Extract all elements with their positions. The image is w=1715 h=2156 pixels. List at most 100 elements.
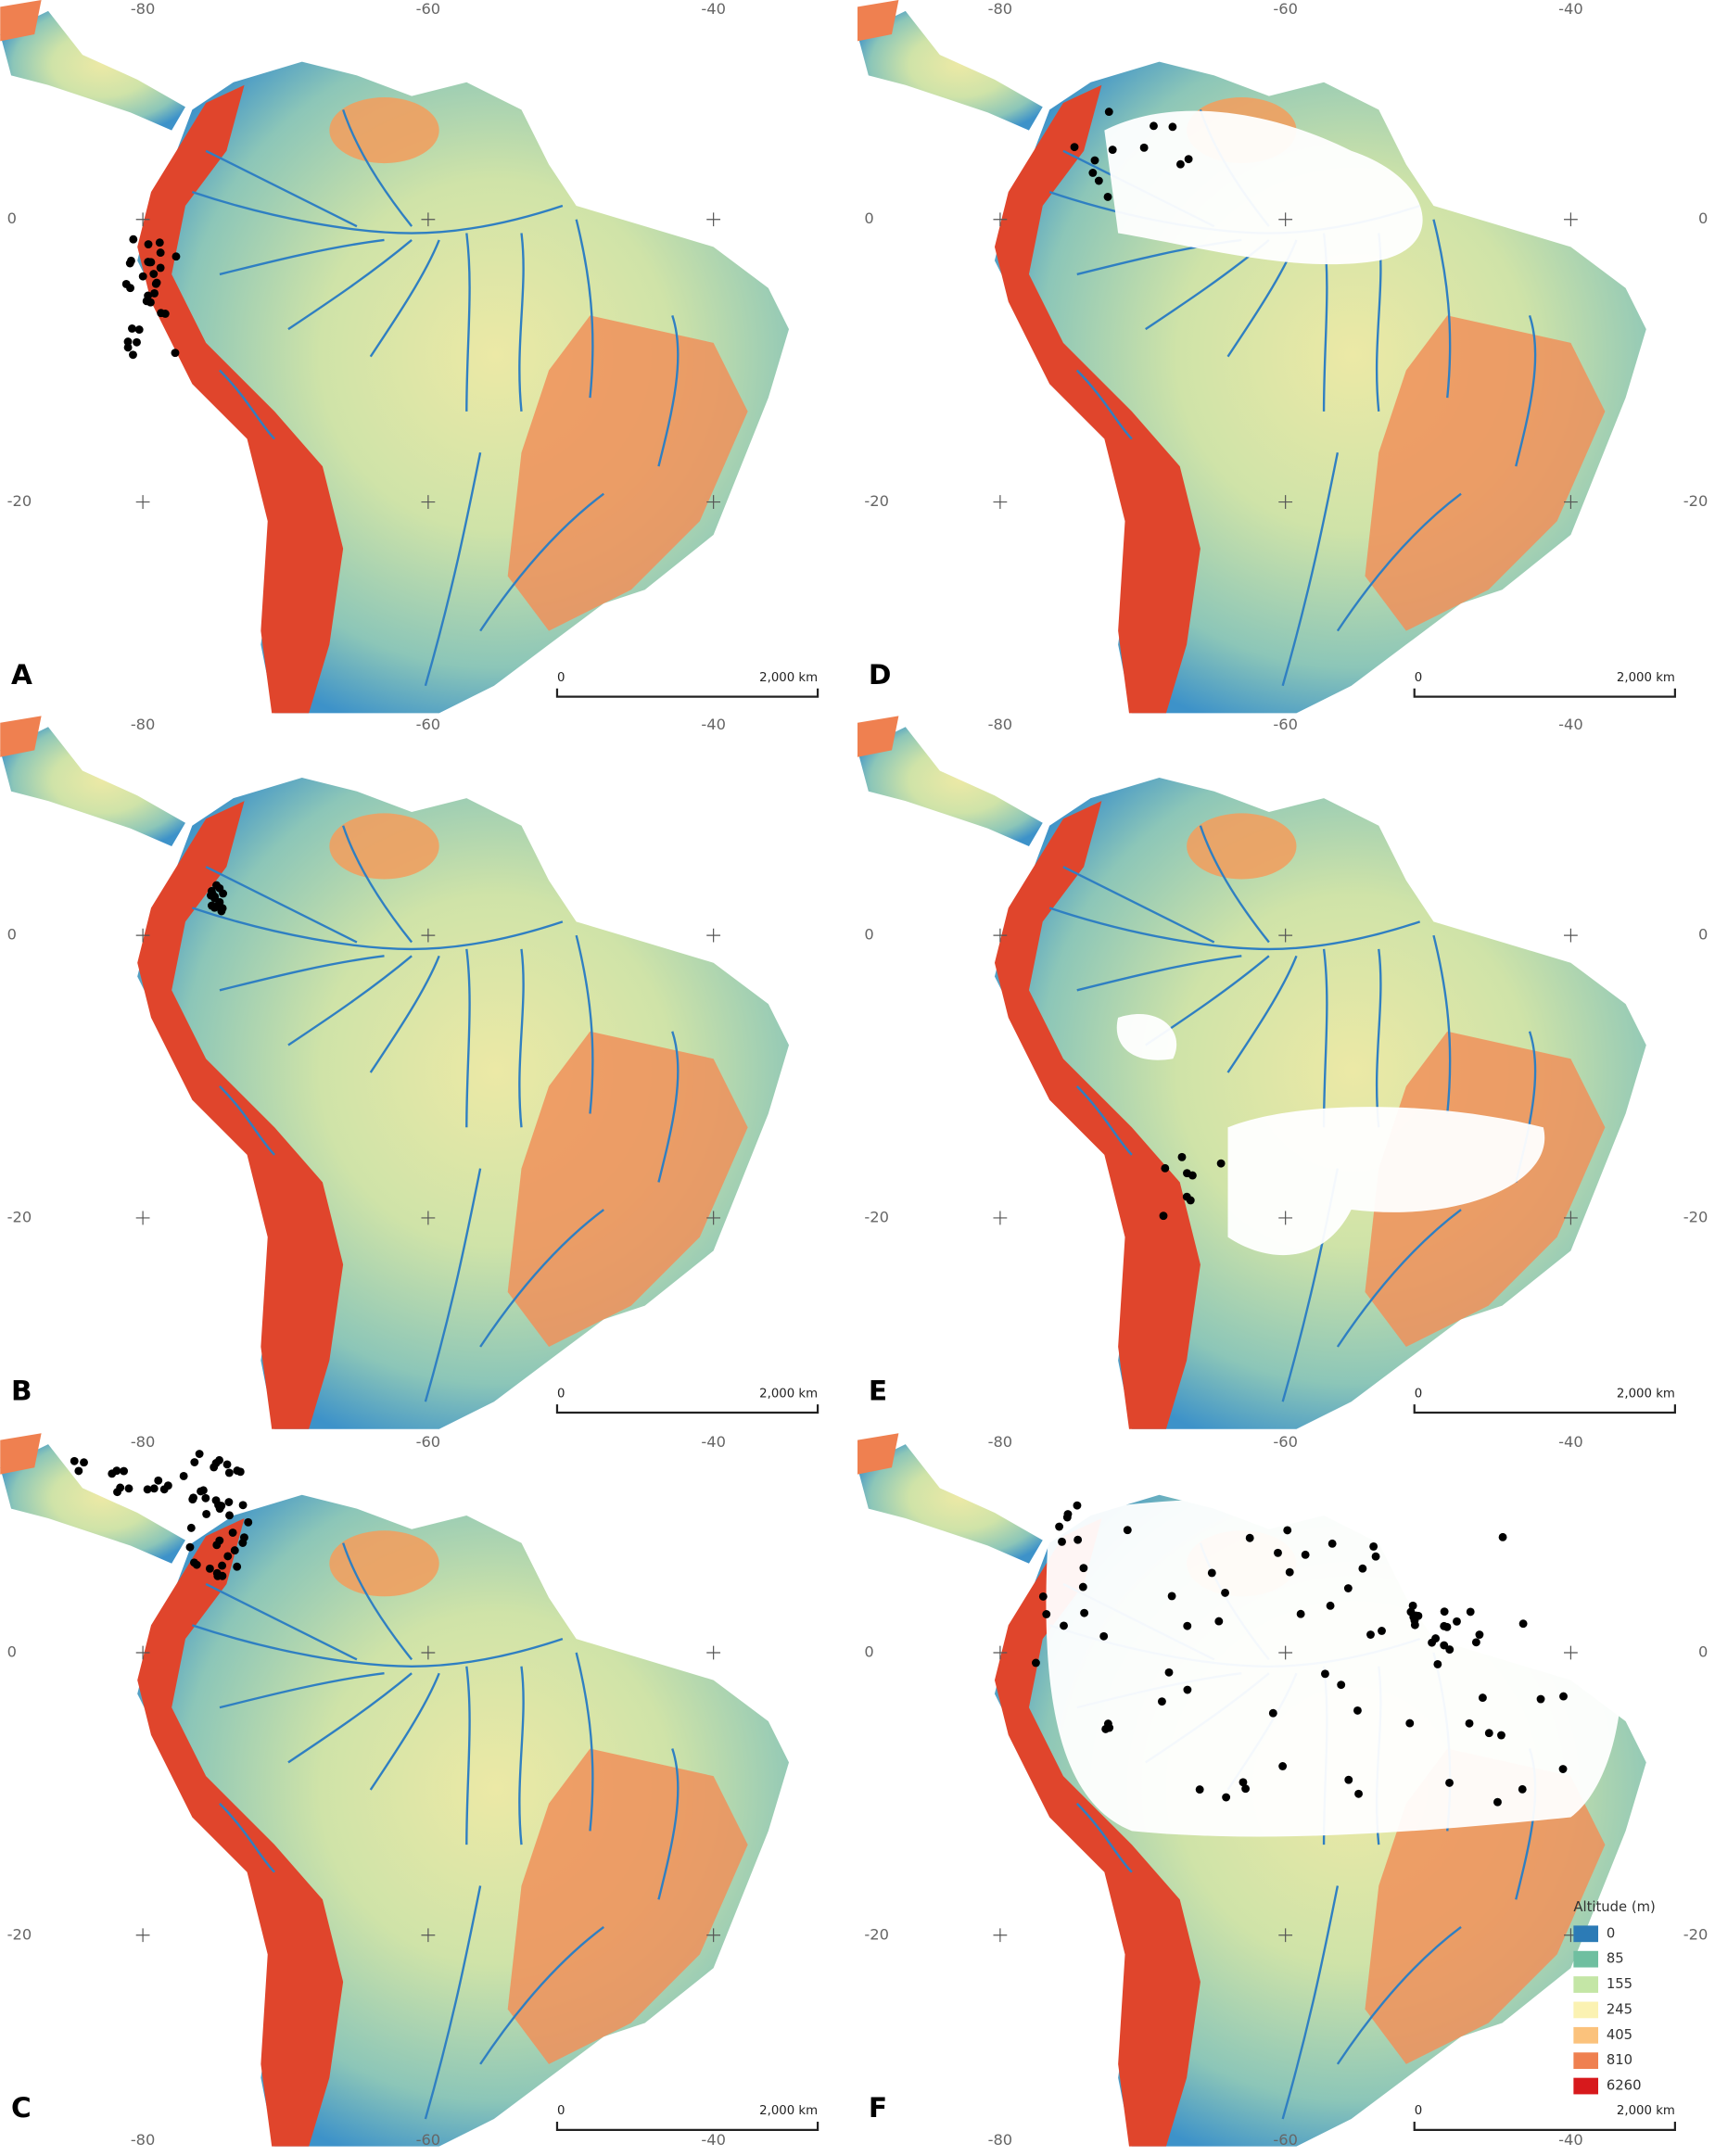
lon-label: -40: [701, 2131, 726, 2149]
occurrence-point: [1344, 1775, 1353, 1784]
scale-start: 0: [1415, 1387, 1422, 1401]
occurrence-point: [1139, 143, 1149, 152]
legend-swatch: [1573, 2052, 1599, 2070]
occurrence-point: [1038, 1592, 1048, 1601]
scale-start: 0: [557, 1387, 565, 1401]
occurrence-point: [1177, 1152, 1187, 1161]
occurrence-point: [1186, 1196, 1195, 1205]
unsuitable-area: [1046, 1498, 1622, 1837]
grid-cross: [706, 495, 721, 509]
occurrence-point: [1475, 1630, 1484, 1639]
scale-end: 2,000 km: [759, 1387, 818, 1401]
grid-cross: [706, 1211, 721, 1225]
grid-cross: [1564, 1645, 1578, 1660]
lon-label: -60: [1273, 716, 1298, 733]
base-map: [0, 715, 791, 1430]
lon-label: -60: [1273, 0, 1298, 18]
occurrence-point: [238, 1539, 248, 1547]
occurrence-point: [1058, 1537, 1066, 1546]
occurrence-point: [1518, 1784, 1527, 1794]
map-panel: -80 -80 -60 -60 -40 -40 0 0 -20 -20 0 2,000 km F Alti…: [856, 1432, 1708, 2149]
scale-end: 2,000 km: [759, 671, 818, 685]
occurrence-point: [138, 272, 147, 281]
grid-cross: [993, 212, 1008, 227]
occurrence-point: [207, 891, 215, 900]
occurrence-point: [1123, 1526, 1132, 1535]
occurrence-point: [1221, 1588, 1229, 1597]
scale-end: 2,000 km: [1617, 1387, 1675, 1401]
lon-label: -40: [1558, 1433, 1583, 1451]
lat-label: -20: [864, 1925, 889, 1943]
occurrence-point: [1296, 1609, 1305, 1618]
unsuitable-area: [1227, 1107, 1545, 1256]
occurrence-point: [1268, 1708, 1277, 1718]
occurrence-point: [225, 1511, 234, 1520]
occurrence-point: [1088, 169, 1098, 177]
legend-label: 155: [1607, 1976, 1632, 1992]
panel-letter: D: [869, 659, 892, 691]
legend-label: 6260: [1607, 2078, 1642, 2094]
occurrence-point: [1207, 1568, 1216, 1578]
occurrence-point: [197, 1487, 205, 1496]
occurrence-point: [214, 900, 223, 909]
occurrence-point: [1042, 1610, 1051, 1618]
occurrence-point: [179, 1472, 188, 1480]
occurrence-point: [156, 248, 165, 258]
occurrence-point: [1104, 108, 1113, 117]
occurrence-point: [1094, 176, 1103, 185]
lat-label: 0: [864, 1642, 873, 1660]
occurrence-point: [1090, 156, 1099, 165]
occurrence-point: [1080, 1608, 1089, 1617]
occurrence-point: [1431, 1634, 1441, 1643]
legend-label: 0: [1607, 1925, 1615, 1941]
scale-end: 2,000 km: [1617, 2104, 1675, 2118]
lat-label: -20: [1683, 1208, 1709, 1225]
occurrence-point: [224, 1498, 234, 1506]
occurrence-point: [144, 240, 153, 248]
occurrence-point: [1498, 1532, 1507, 1541]
occurrence-point: [211, 1459, 221, 1467]
occurrence-point: [1274, 1548, 1282, 1557]
occurrence-point: [222, 1460, 232, 1469]
lon-label: -40: [701, 0, 726, 18]
lon-label: -80: [131, 0, 156, 18]
legend-label: 810: [1607, 2052, 1632, 2068]
occurrence-point: [1440, 1621, 1449, 1630]
legend-label: 85: [1607, 1951, 1624, 1967]
occurrence-point: [1239, 1778, 1248, 1787]
grid-cross: [1278, 928, 1293, 943]
occurrence-point: [211, 1496, 221, 1505]
lon-label: -40: [1558, 0, 1583, 18]
map-panel: -80 -60 -40 0 0 -20 -20 0 2,000 km D: [856, 0, 1708, 715]
lon-label: -60: [416, 0, 441, 18]
panel-letter: B: [11, 1375, 32, 1406]
occurrence-point: [233, 1562, 242, 1571]
occurrence-point: [244, 1517, 253, 1527]
scale-bar: [555, 688, 819, 698]
occurrence-point: [233, 1466, 242, 1476]
lon-label: -80: [131, 2131, 156, 2149]
occurrence-point: [228, 1528, 237, 1537]
grid-cross: [421, 928, 436, 943]
grid-cross: [135, 928, 150, 943]
occurrence-point: [1073, 1535, 1083, 1544]
lon-label: -80: [988, 716, 1013, 733]
lon-label: -80: [988, 0, 1013, 18]
occurrence-point: [1484, 1729, 1493, 1738]
occurrence-point: [1433, 1659, 1442, 1668]
occurrence-point: [195, 1450, 204, 1458]
occurrence-point: [1168, 122, 1177, 132]
grid-cross: [135, 1928, 150, 1943]
occurrence-point: [145, 258, 154, 267]
occurrence-point: [156, 263, 165, 273]
occurrence-point: [1150, 121, 1158, 131]
occurrence-point: [1453, 1617, 1461, 1626]
grid-cross: [1564, 1211, 1578, 1225]
lat-label: -20: [7, 1208, 32, 1225]
occurrence-point: [1440, 1641, 1449, 1650]
occurrence-point: [149, 270, 159, 278]
occurrence-point: [172, 252, 181, 261]
lon-label: -60: [416, 2131, 441, 2149]
grid-cross: [1278, 1211, 1293, 1225]
occurrence-point: [1216, 1159, 1226, 1168]
